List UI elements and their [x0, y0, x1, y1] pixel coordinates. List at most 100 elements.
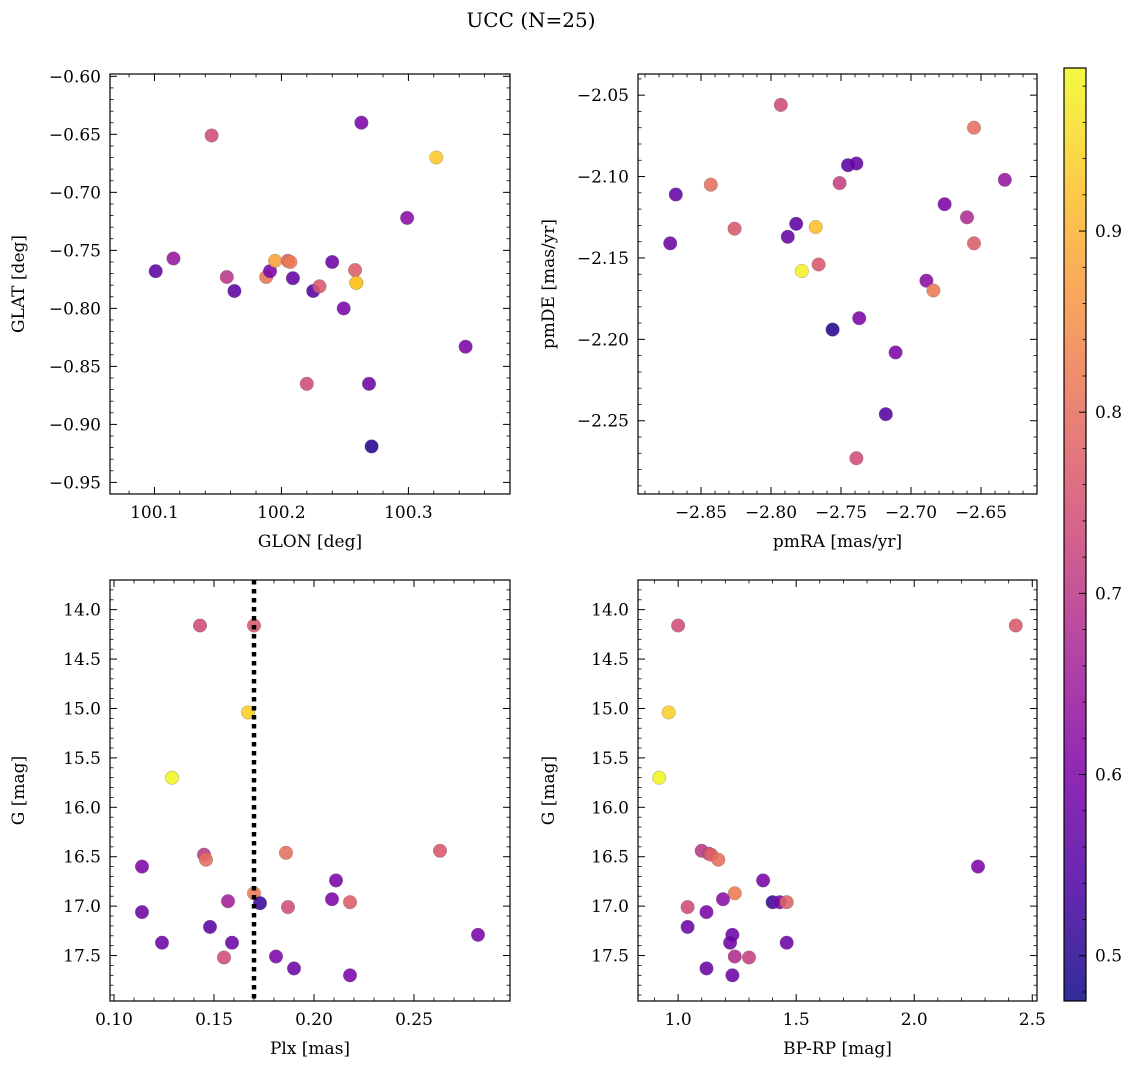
scatter-point — [312, 279, 327, 294]
scatter-point — [135, 859, 149, 874]
scatter-point — [680, 900, 695, 915]
scatter-point — [343, 895, 357, 910]
y-tick-label: −0.75 — [49, 241, 101, 261]
scatter-point — [268, 253, 283, 268]
scatter-point — [135, 905, 149, 920]
x-axis-label: pmRA [mas/yr] — [773, 532, 902, 552]
x-tick-label: −2.75 — [815, 503, 867, 523]
scatter-point — [336, 301, 351, 316]
scatter-point — [711, 852, 726, 867]
scatter-point — [325, 892, 339, 907]
x-tick-label: 0.10 — [95, 1010, 133, 1030]
x-tick-label: 2.5 — [1019, 1010, 1046, 1030]
x-tick-label: 1.0 — [665, 1010, 692, 1030]
y-tick-label: 15.5 — [591, 749, 629, 769]
scatter-point — [937, 197, 952, 212]
scatter-point — [166, 251, 181, 266]
scatter-point — [199, 852, 213, 867]
axes-frame — [109, 73, 511, 495]
scatter-point — [779, 895, 794, 910]
y-tick-label: 16.5 — [63, 848, 101, 868]
y-tick-label: 17.5 — [63, 947, 101, 967]
scatter-point — [349, 275, 364, 290]
colorbar-tick-label: 0.7 — [1095, 584, 1122, 604]
panel-glon-glat: 100.1 100.2 100.3 −0.60 −0.65 −0.70 −0.75 −0.80… — [9, 67, 511, 552]
y-axis-label: pmDE [mas/yr] — [539, 219, 559, 349]
scatter-point — [400, 210, 415, 225]
scatter-point — [668, 187, 683, 202]
scatter-point — [348, 263, 363, 278]
scatter-point — [364, 439, 379, 454]
x-axis-label: Plx [mas] — [270, 1039, 350, 1059]
scatter-point — [699, 961, 714, 976]
scatter-point — [756, 873, 771, 888]
scatter-point — [742, 950, 756, 965]
y-tick-label: −0.85 — [49, 357, 101, 377]
y-tick-label: −0.95 — [49, 473, 101, 493]
scatter-point — [971, 859, 985, 874]
y-tick-label: −0.90 — [49, 415, 101, 435]
colorbar-tick-label: 0.6 — [1095, 766, 1122, 786]
scatter-point — [926, 283, 941, 298]
scatter-point — [217, 950, 231, 965]
scatter-point — [362, 376, 376, 391]
scatter-point — [960, 210, 974, 225]
y-tick-label: 15.0 — [591, 699, 629, 719]
x-tick-label: 100.1 — [130, 503, 179, 523]
scatter-point — [919, 273, 934, 288]
scatter-point — [652, 770, 667, 785]
colorbar-frame — [1063, 67, 1087, 1002]
axes-frame — [109, 579, 511, 1002]
scatter-point — [967, 120, 981, 135]
y-tick-label: −2.10 — [577, 168, 629, 188]
scatter-point — [165, 770, 179, 785]
scatter-point — [680, 919, 695, 934]
x-tick-label: −2.65 — [955, 503, 1007, 523]
scatter-point — [789, 216, 804, 231]
axes-frame — [637, 73, 1038, 495]
scatter-point — [671, 618, 686, 633]
scatter-point — [773, 97, 788, 112]
y-tick-label: −2.20 — [577, 330, 629, 350]
scatter-point — [727, 221, 742, 236]
scatter-point — [663, 236, 678, 251]
x-axis-label: BP-RP [mag] — [783, 1039, 892, 1059]
scatter-point — [253, 896, 267, 911]
scatter-point — [283, 255, 298, 269]
x-tick-label: −2.70 — [885, 503, 937, 523]
x-tick-label: −2.85 — [675, 503, 727, 523]
y-tick-label: −2.15 — [577, 249, 629, 269]
scatter-point — [727, 886, 742, 901]
panel-pmra-pmde: −2.85 −2.80 −2.75 −2.70 −2.65 −2.05 −2.10 −2.15… — [539, 73, 1038, 552]
x-tick-label: 100.3 — [384, 503, 433, 523]
y-tick-label: 15.5 — [63, 749, 101, 769]
x-tick-label: 2.0 — [901, 1010, 928, 1030]
colorbar-tick-label: 0.9 — [1095, 222, 1122, 242]
y-tick-label: −0.80 — [49, 299, 101, 319]
y-tick-label: −2.05 — [577, 86, 629, 106]
scatter-point — [279, 845, 293, 860]
y-tick-label: −2.25 — [577, 412, 629, 432]
colorbar: 0.5 0.6 0.7 0.8 0.9 — [1063, 67, 1122, 1002]
panel-plx-g: 0.10 0.15 0.20 0.25 14.0 14.5 15.0 15.5 16.0 16.5… — [9, 579, 511, 1059]
scatter-point — [458, 339, 473, 354]
scatter-point — [227, 284, 242, 298]
y-tick-label: −0.60 — [49, 67, 101, 87]
colorbar-tick-label: 0.5 — [1095, 947, 1122, 967]
scatter-point — [723, 935, 738, 950]
y-axis-label: G [mag] — [9, 756, 29, 825]
y-tick-label: −0.65 — [49, 125, 101, 145]
y-tick-label: 14.0 — [591, 601, 629, 621]
scatter-point — [878, 407, 893, 422]
scatter-point — [811, 257, 826, 272]
x-tick-label: 1.5 — [783, 1010, 810, 1030]
figure-title: UCC (N=25) — [466, 8, 595, 32]
y-tick-label: 17.0 — [591, 897, 629, 917]
scatter-point — [221, 894, 235, 909]
x-tick-label: 0.25 — [395, 1010, 433, 1030]
y-tick-label: −0.70 — [49, 183, 101, 203]
scatter-point — [281, 900, 295, 915]
scatter-point — [204, 128, 219, 143]
scatter-point — [203, 919, 217, 934]
